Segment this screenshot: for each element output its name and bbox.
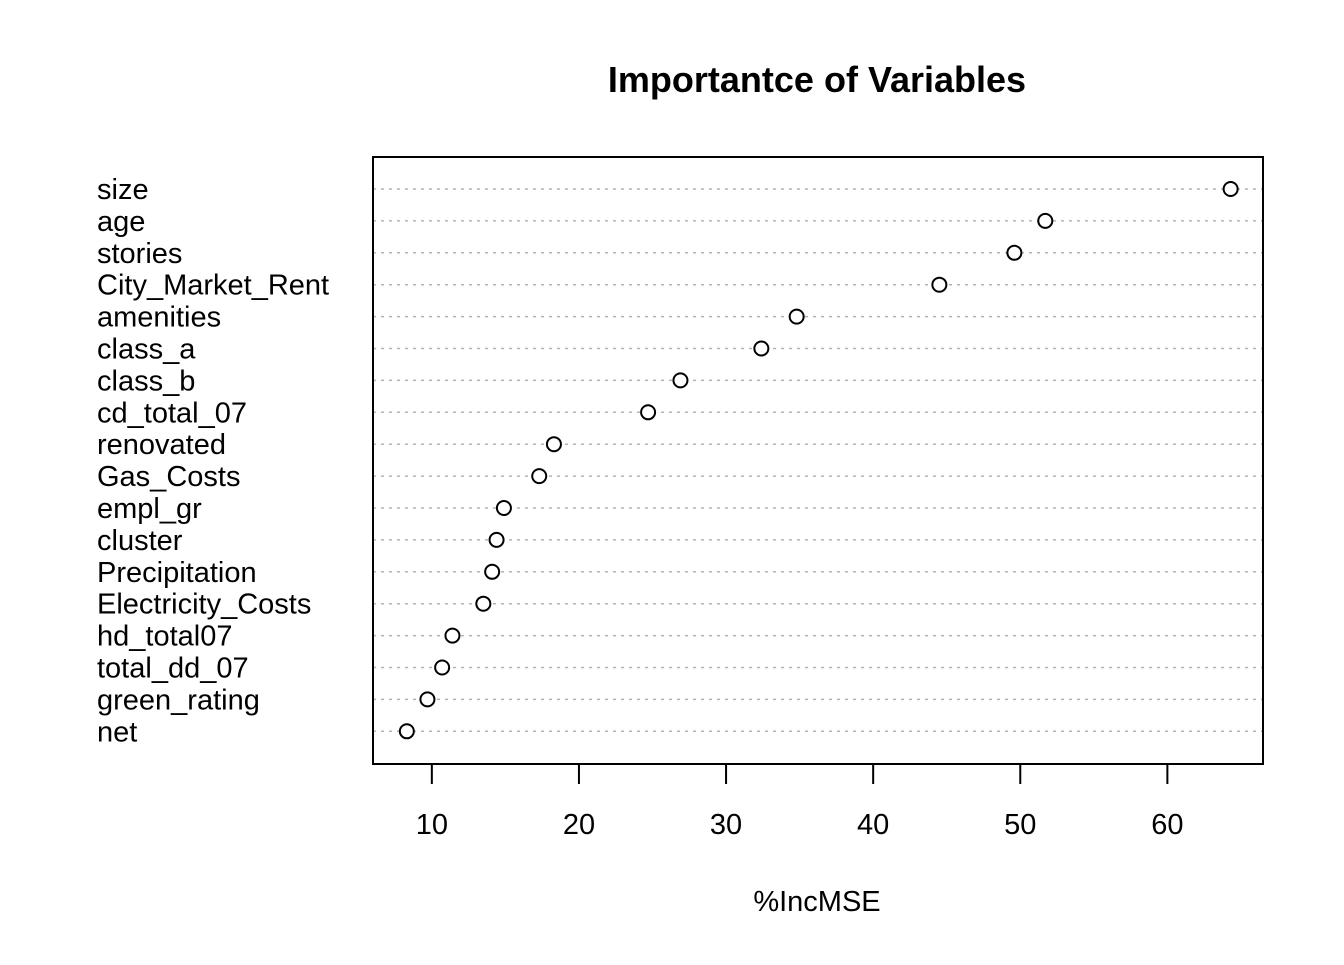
x-tick-label: 10 (416, 809, 448, 841)
x-axis-title: %IncMSE (753, 886, 880, 918)
category-label: size (97, 174, 149, 206)
category-label: Gas_Costs (97, 461, 240, 493)
x-tick-label: 50 (1004, 809, 1036, 841)
category-label: cluster (97, 525, 183, 557)
category-label: total_dd_07 (97, 653, 249, 685)
data-point (444, 627, 461, 644)
category-label: age (97, 206, 145, 238)
category-label: green_rating (97, 684, 260, 716)
data-point (1006, 244, 1023, 261)
data-points (398, 181, 1239, 740)
category-label: amenities (97, 302, 221, 334)
category-label: empl_gr (97, 493, 202, 525)
category-label: net (97, 716, 137, 748)
x-tick-label: 60 (1151, 809, 1183, 841)
data-point (1222, 181, 1239, 197)
plot-frame (372, 156, 1264, 765)
category-label: cd_total_07 (97, 397, 247, 429)
data-point (488, 531, 505, 548)
data-point (753, 340, 770, 357)
category-label: Electricity_Costs (97, 589, 311, 621)
data-point (672, 372, 689, 389)
category-label: hd_total07 (97, 621, 232, 653)
guide-lines (373, 188, 1263, 733)
x-tick-label: 30 (710, 809, 742, 841)
data-point (475, 595, 492, 612)
category-label: class_b (97, 365, 195, 397)
category-label: class_a (97, 334, 196, 366)
data-point (484, 563, 501, 580)
data-point (434, 659, 451, 676)
category-label: renovated (97, 429, 226, 461)
category-label: Precipitation (97, 557, 257, 589)
data-point (931, 276, 948, 293)
data-point (531, 468, 548, 485)
category-label: City_Market_Rent (97, 270, 329, 302)
data-point (545, 436, 562, 453)
x-tick-label: 40 (857, 809, 889, 841)
data-point (419, 691, 436, 708)
x-tick-label: 20 (563, 809, 595, 841)
category-label: stories (97, 238, 182, 270)
category-labels: sizeagestoriesCity_Market_Rentamenitiesc… (97, 174, 329, 748)
x-axis: 10 20 30 40 50 60 (416, 763, 1184, 841)
data-point (640, 404, 657, 421)
data-point (398, 723, 415, 740)
data-point (1037, 212, 1054, 229)
data-point (495, 500, 512, 516)
chart-title: Importantce of Variables (608, 59, 1026, 100)
data-point (788, 308, 805, 325)
